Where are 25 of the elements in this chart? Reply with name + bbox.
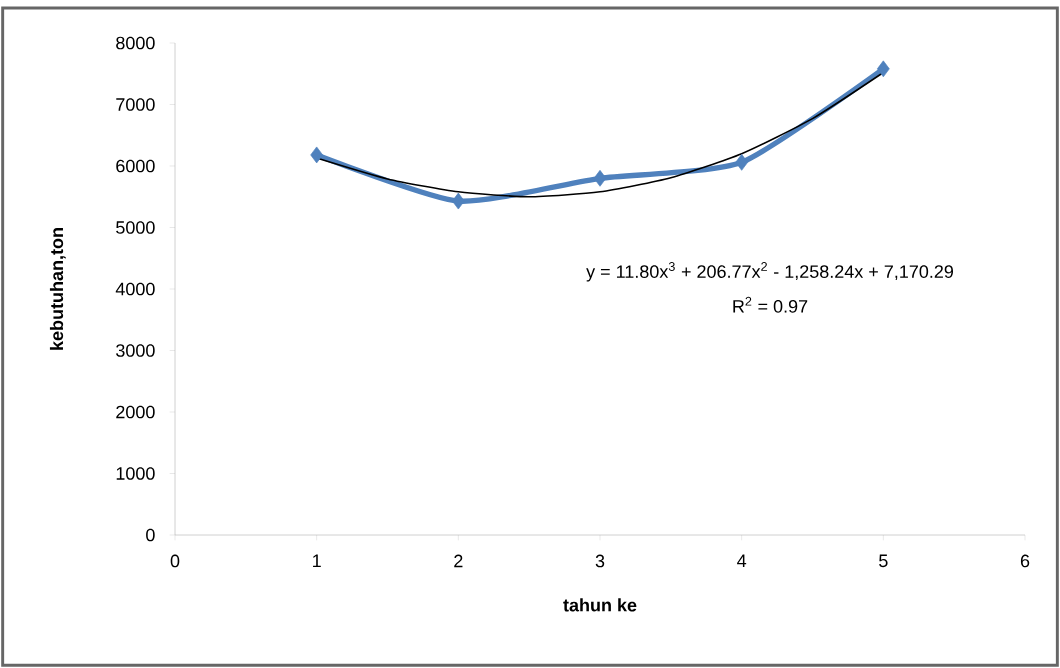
y-tick-label: 2000 — [116, 405, 155, 419]
annotation: R$^{2}$ = 0.97 — [733, 296, 808, 313]
y-tick-label: 5000 — [116, 221, 155, 234]
point — [877, 60, 890, 78]
point — [452, 192, 465, 210]
x-axis-title: tahun ke — [563, 598, 637, 612]
y-tick-label: 8000 — [116, 36, 155, 50]
x-tick-label: 1 — [313, 554, 321, 567]
point — [593, 169, 607, 187]
x-tick-label: 4 — [737, 554, 747, 567]
x-tick-label: 6 — [1020, 554, 1030, 568]
y-tick-label: 3000 — [116, 344, 155, 357]
x-tick-label: 2 — [454, 554, 463, 568]
x-tick-label: 5 — [879, 554, 888, 568]
y-tick-label: 4000 — [115, 282, 155, 296]
y-tick-label: 1000 — [116, 467, 155, 480]
y-tick-label: 0 — [146, 528, 155, 542]
annotation: y = 11.80x$^{3}$ + 206.77x$^{2}$ - 1,258.24x + 7,170.29 — [586, 262, 954, 282]
y-tick-label: 7000 — [116, 98, 155, 111]
y-axis-title: kebutuhan,ton — [49, 228, 66, 350]
x-tick-label: 3 — [595, 554, 605, 568]
y-tick-label: 6000 — [116, 159, 155, 173]
x-tick-label: 0 — [170, 554, 180, 568]
point — [735, 153, 749, 171]
point — [310, 146, 324, 164]
